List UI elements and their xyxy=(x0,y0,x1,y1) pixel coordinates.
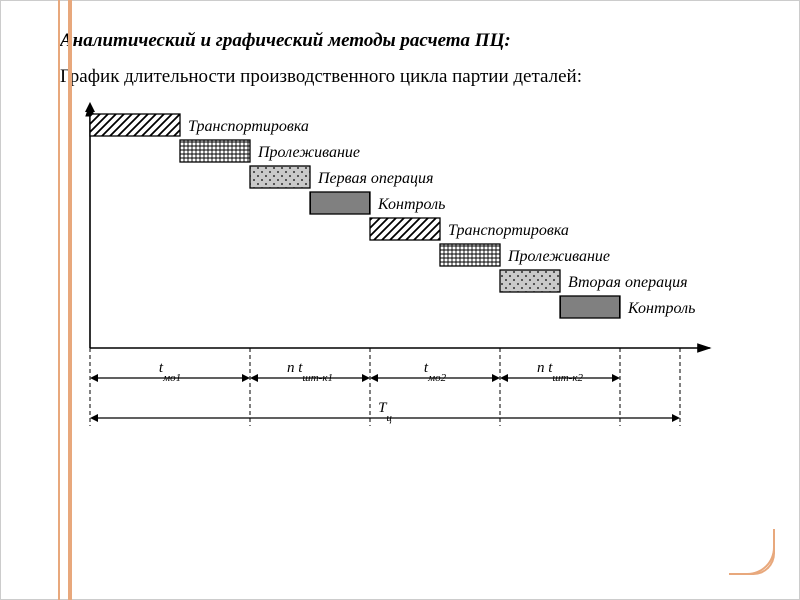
bar-label: Вторая операция xyxy=(568,274,688,291)
corner-ornament xyxy=(725,525,775,575)
gantt-bar xyxy=(250,166,310,188)
bar-label: Контроль xyxy=(627,300,695,317)
gantt-bar xyxy=(310,192,370,214)
bar-label: Транспортировка xyxy=(188,118,309,135)
bar-label: Пролеживание xyxy=(507,248,610,265)
gantt-bar xyxy=(440,244,500,266)
gantt-bar xyxy=(90,114,180,136)
gantt-chart: Транспортировка Пролеживание Первая операц… xyxy=(60,98,750,478)
dimension-label: n tшт-к2 xyxy=(537,360,583,384)
slide-title: Аналитический и графический методы расче… xyxy=(60,30,750,52)
slide-subtitle: График длительности производственного ци… xyxy=(60,66,750,88)
bar-label: Контроль xyxy=(377,196,445,213)
dimension-label: n tшт-к1 xyxy=(287,360,333,384)
bar-label: Пролеживание xyxy=(257,144,360,161)
gantt-bar xyxy=(500,270,560,292)
gantt-bar xyxy=(560,296,620,318)
gantt-bar xyxy=(370,218,440,240)
bar-label: Транспортировка xyxy=(448,222,569,239)
slide-content: Аналитический и графический методы расче… xyxy=(0,0,800,498)
dimension-label: Тц xyxy=(378,400,392,424)
bar-label: Первая операция xyxy=(317,170,433,187)
dimension-label: tмо2 xyxy=(424,360,447,384)
gantt-bar xyxy=(180,140,250,162)
dimension-label: tмо1 xyxy=(159,360,181,384)
